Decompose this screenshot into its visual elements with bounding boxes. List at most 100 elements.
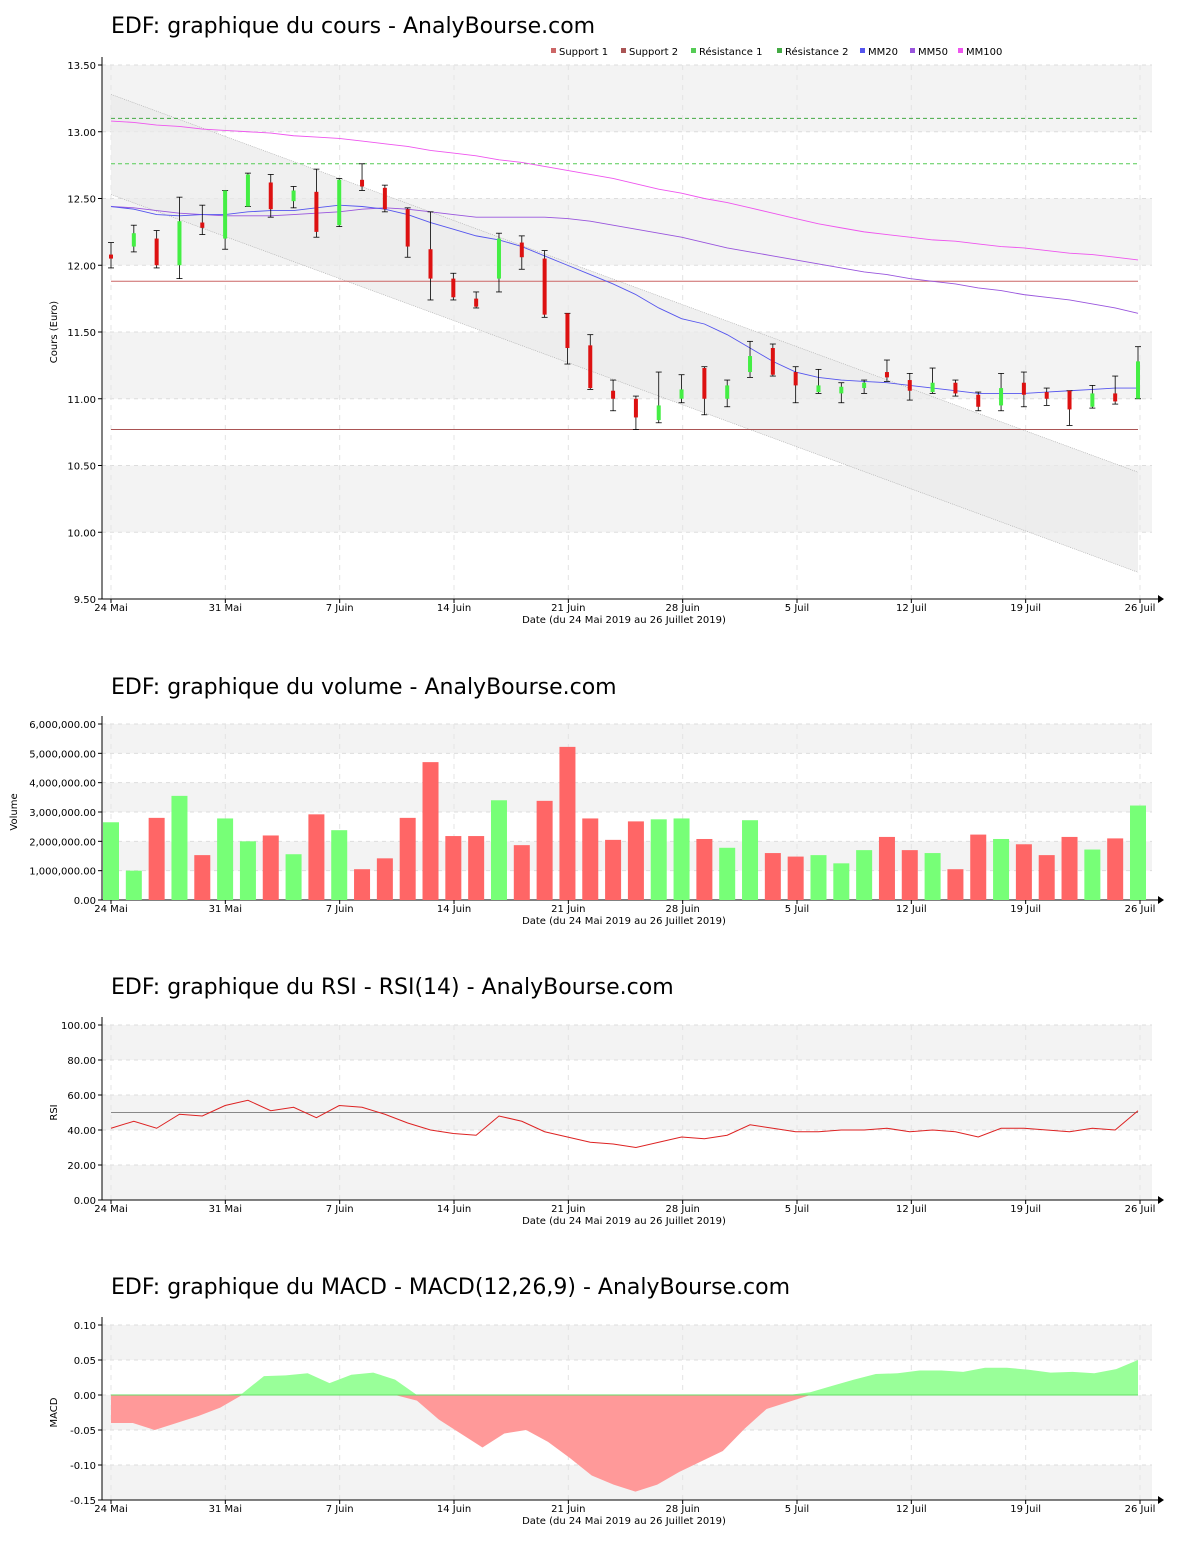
candle-body: [1136, 361, 1140, 399]
volume-bar: [1015, 844, 1032, 900]
candle-body: [748, 356, 753, 373]
legend-label: Résistance 1: [699, 46, 762, 58]
price-xtick-label: 31 Mai: [209, 603, 242, 614]
price-ytick-label: 13.50: [67, 61, 96, 72]
legend-label: Support 2: [629, 47, 678, 58]
volume-bar: [924, 853, 941, 900]
volume-bar: [194, 855, 211, 900]
volume-yaxis-title: Volume: [9, 793, 20, 830]
rsi-xtick-label: 14 Juin: [437, 1204, 471, 1215]
legend-label: MM20: [868, 47, 898, 58]
rsi-xtick-label: 12 Juil: [896, 1204, 927, 1215]
volume-xtick-label: 7 Juin: [326, 904, 354, 915]
candle-body: [131, 233, 136, 247]
volume-bar: [1038, 855, 1055, 900]
candle-body: [816, 385, 821, 393]
price-xtick-label: 26 Juil: [1125, 603, 1156, 614]
price-xaxis-title: Date (du 24 Mai 2019 au 26 Juillet 2019): [522, 615, 726, 626]
candle: [244, 172, 251, 207]
rsi-xtick-label: 31 Mai: [209, 1204, 242, 1215]
candle-body: [314, 191, 319, 232]
candle: [747, 340, 754, 378]
rsi-chart-title: EDF: graphique du RSI - RSI(14) - AnalyB…: [111, 975, 674, 1000]
candle: [473, 291, 480, 309]
rsi-xtick-label: 21 Juin: [551, 1204, 585, 1215]
volume-bar: [285, 854, 302, 900]
rsi-xtick-label: 24 Mai: [94, 1204, 127, 1215]
volume-bar: [605, 839, 622, 900]
candle: [1043, 387, 1050, 406]
candle: [701, 366, 708, 416]
candle-body: [588, 345, 593, 389]
mm20-line: [110, 204, 1138, 394]
candle: [1089, 384, 1096, 409]
volume-bar: [354, 869, 371, 900]
candle-body: [405, 209, 410, 247]
rsi-xtick-label: 7 Juin: [326, 1204, 354, 1215]
volume-x-arrow: [1158, 896, 1164, 904]
candle-body: [702, 368, 707, 399]
candle-body: [930, 382, 935, 393]
volume-bar: [1061, 836, 1078, 900]
candle-body: [884, 372, 889, 378]
price-ytick-label: 11.00: [67, 395, 96, 406]
rsi-ytick-label: 20.00: [67, 1161, 96, 1172]
volume-bar: [742, 820, 759, 900]
macd-xaxis-title: Date (du 24 Mai 2019 au 26 Juillet 2019): [522, 1516, 726, 1527]
price-chart-title: EDF: graphique du cours - AnalyBourse.co…: [111, 14, 595, 39]
legend-label: Support 1: [559, 47, 608, 58]
candle: [769, 343, 776, 377]
candle-body: [109, 254, 113, 259]
candle: [381, 184, 388, 213]
macd-negative-area: [111, 1395, 1138, 1492]
candle: [861, 379, 868, 394]
candle-body: [862, 382, 867, 389]
candle-body: [953, 382, 958, 394]
candle: [222, 190, 229, 250]
volume-bar: [376, 858, 393, 900]
volume-xtick-label: 31 Mai: [209, 904, 242, 915]
volume-bar: [901, 850, 918, 900]
volume-bar: [673, 818, 690, 900]
volume-bar: [399, 817, 416, 900]
rsi-ytick-label: 100.00: [61, 1021, 96, 1032]
legend-label: MM50: [918, 47, 948, 58]
candle-body: [611, 390, 616, 399]
macd-ytick-label: -0.15: [70, 1496, 96, 1507]
volume-ytick-label: 1,000,000.00: [29, 867, 96, 878]
macd-ytick-label: 0.10: [74, 1321, 96, 1332]
candle: [1066, 390, 1073, 426]
volume-bar: [856, 850, 873, 900]
volume-bar: [308, 814, 325, 900]
price-chart: 13.50 13.00 12.50 12.00 11.50 11.00 10.50 10.00…: [49, 46, 1164, 626]
legend-swatch: [777, 48, 782, 53]
price-xtick-label: 12 Juil: [896, 603, 927, 614]
volume-bar: [445, 836, 462, 900]
volume-bar: [468, 836, 485, 900]
volume-bar: [536, 800, 553, 900]
volume-bar: [148, 817, 165, 900]
volume-bar: [878, 836, 895, 900]
volume-band: [102, 782, 1152, 812]
price-xtick-label: 5 Juil: [785, 603, 809, 614]
candle: [815, 368, 822, 394]
macd-chart-title: EDF: graphique du MACD - MACD(12,26,9) -…: [111, 1275, 790, 1300]
volume-chart-title: EDF: graphique du volume - AnalyBourse.c…: [111, 675, 617, 700]
candle: [541, 250, 548, 318]
candle-body: [474, 298, 479, 307]
candle: [1020, 371, 1027, 408]
candle: [952, 379, 959, 397]
legend-entry: Résistance 2: [777, 46, 848, 58]
price-xtick-label: 28 Juin: [666, 603, 700, 614]
candle: [564, 312, 571, 365]
rsi-ytick-label: 80.00: [67, 1056, 96, 1067]
candle-body: [1044, 392, 1049, 399]
price-xtick-label: 14 Juin: [437, 603, 471, 614]
volume-xtick-label: 12 Juil: [896, 904, 927, 915]
volume-xtick-label: 19 Juil: [1010, 904, 1041, 915]
volume-ytick-label: 5,000,000.00: [29, 749, 96, 760]
volume-bar: [947, 869, 964, 900]
volume-bar: [993, 838, 1010, 900]
volume-xtick-label: 5 Juil: [785, 904, 809, 915]
candle-body: [976, 394, 981, 407]
